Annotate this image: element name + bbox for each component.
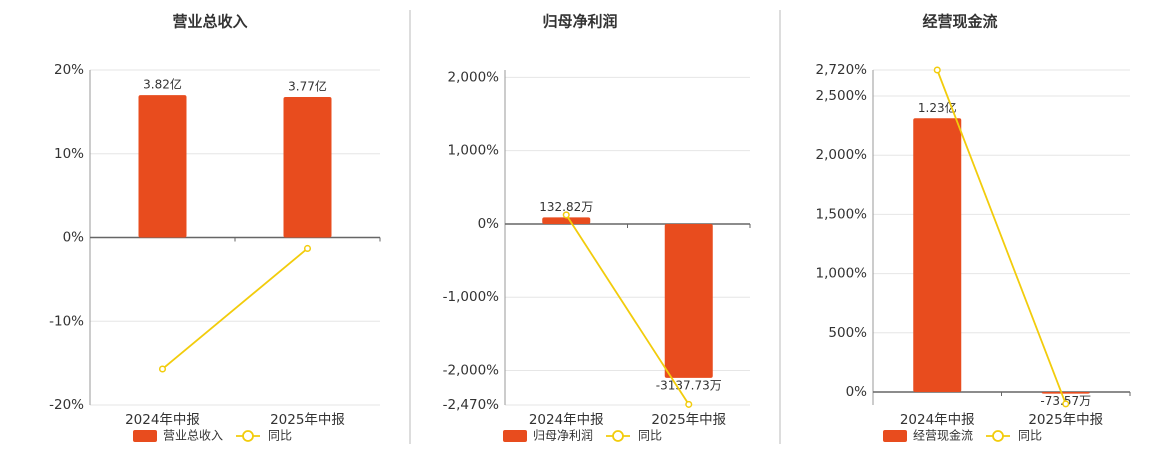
x-tick-label: 2024年中报: [529, 412, 604, 428]
data-label: 3.82亿: [143, 77, 182, 92]
chart-title: 归母净利润: [542, 13, 617, 31]
bar: [913, 118, 962, 392]
bar: [138, 95, 187, 238]
legend-label: 同比: [638, 429, 662, 443]
data-label: 132.82万: [539, 200, 593, 214]
chart-title: 营业总收入: [172, 13, 247, 31]
y-tick-label: 0%: [63, 230, 85, 246]
x-tick-label: 2025年中报: [1028, 412, 1103, 428]
line-point: [158, 365, 167, 373]
y-tick-label: -2,470%: [443, 397, 500, 413]
x-tick-label: 2025年中报: [270, 412, 345, 428]
y-tick-label: 20%: [54, 62, 84, 78]
line-point: [303, 244, 312, 253]
y-tick-label: -10%: [49, 313, 84, 329]
y-tick-label: -1,000%: [443, 289, 500, 305]
line-point: [685, 400, 693, 408]
legend-marker: [242, 430, 254, 442]
line-point: [933, 66, 941, 74]
y-tick-label: 2,500%: [816, 88, 868, 104]
y-tick-label: -20%: [49, 397, 84, 413]
line: [565, 214, 690, 405]
y-tick-label: 10%: [54, 146, 84, 162]
legend-label: 归母净利润: [533, 429, 593, 443]
y-tick-label: 2,000%: [816, 147, 868, 163]
line-point: [1062, 400, 1070, 408]
legend-label: 同比: [1018, 429, 1042, 443]
bar: [283, 96, 332, 238]
x-tick-label: 2025年中报: [651, 412, 726, 428]
chart-title: 经营现金流: [922, 13, 997, 31]
bar: [542, 217, 591, 224]
y-tick-label: 0%: [846, 384, 868, 400]
line-point: [562, 211, 570, 219]
bar: [1041, 391, 1090, 394]
data-label: 1.23亿: [918, 100, 957, 115]
y-tick-label: 1,000%: [816, 266, 868, 282]
legend-label: 经营现金流: [913, 428, 973, 443]
line: [161, 247, 309, 370]
data-label: -3137.73万: [656, 378, 722, 392]
bar: [664, 223, 713, 378]
data-label: 3.77亿: [288, 78, 327, 93]
y-tick-label: 500%: [828, 325, 867, 341]
y-tick-label: -2,000%: [443, 363, 500, 379]
y-tick-label: 1,500%: [816, 206, 868, 222]
y-tick-label: 2,720%: [816, 62, 868, 78]
y-tick-label: 0%: [478, 216, 500, 232]
legend-marker: [992, 430, 1004, 442]
x-tick-label: 2024年中报: [900, 412, 975, 428]
x-tick-label: 2024年中报: [125, 412, 200, 428]
legend-swatch: [133, 430, 157, 442]
legend-swatch: [883, 430, 907, 442]
legend-swatch: [503, 430, 527, 442]
legend-label: 营业总收入: [163, 429, 223, 443]
y-tick-label: 2,000%: [448, 69, 500, 85]
y-tick-label: 1,000%: [448, 143, 500, 159]
legend-marker: [612, 430, 624, 442]
legend-label: 同比: [268, 429, 292, 443]
line: [936, 69, 1067, 405]
